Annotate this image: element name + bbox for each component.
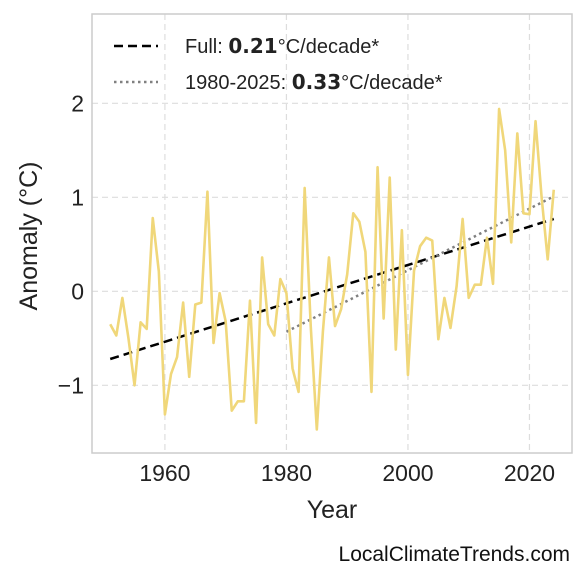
legend-recent-prefix: 1980-2025:	[185, 72, 292, 94]
legend-recent-value: 0.33	[292, 70, 341, 94]
y-axis-label: Anomaly (°C)	[15, 162, 43, 311]
x-tick-label: 1960	[139, 460, 190, 486]
x-tick-labels: 1960 1980 2000 2020	[139, 460, 555, 486]
y-tick-label: 1	[71, 184, 84, 210]
y-tick-label: 2	[71, 90, 84, 116]
x-axis-label: Year	[307, 496, 358, 524]
legend-label-recent: 1980-2025: 0.33°C/decade*	[185, 70, 443, 94]
x-tick-label: 2000	[382, 460, 433, 486]
legend-recent-suffix: °C/decade*	[341, 72, 443, 94]
watermark-text: LocalClimateTrends.com	[339, 543, 570, 566]
y-tick-label: 0	[71, 278, 84, 304]
grid-lines	[92, 14, 572, 453]
y-tick-label: −1	[58, 372, 84, 398]
trend-line-recent	[285, 195, 555, 333]
legend-label-full: Full: 0.21°C/decade*	[185, 34, 379, 58]
x-tick-label: 1980	[261, 460, 312, 486]
plot-frame	[91, 13, 573, 454]
legend: Full: 0.21°C/decade* 1980-2025: 0.33°C/d…	[114, 34, 443, 94]
legend-full-value: 0.21	[228, 34, 277, 58]
x-tick-label: 2020	[504, 460, 555, 486]
legend-full-prefix: Full:	[185, 36, 228, 58]
y-tick-labels: −1 0 1 2	[58, 90, 84, 398]
legend-full-suffix: °C/decade*	[278, 36, 380, 58]
anomaly-series	[109, 107, 556, 431]
anomaly-line	[109, 107, 556, 431]
